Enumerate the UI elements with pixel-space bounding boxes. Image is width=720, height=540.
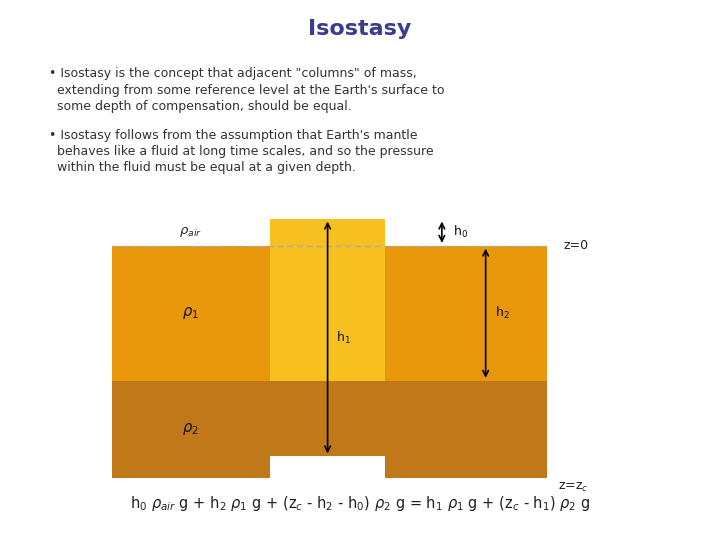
Text: behaves like a fluid at long time scales, and so the pressure: behaves like a fluid at long time scales… [49, 145, 433, 158]
Text: extending from some reference level at the Earth's surface to: extending from some reference level at t… [49, 84, 444, 97]
Text: $\rho_2$: $\rho_2$ [182, 421, 199, 437]
Text: some depth of compensation, should be equal.: some depth of compensation, should be eq… [49, 100, 351, 113]
Text: h$_0$ $\rho_{air}$ g + h$_2$ $\rho_1$ g + (z$_c$ - h$_2$ - h$_0$) $\rho_2$ g = h: h$_0$ $\rho_{air}$ g + h$_2$ $\rho_1$ g … [130, 494, 590, 513]
Text: h$_0$: h$_0$ [453, 224, 468, 240]
Text: z=0: z=0 [563, 239, 588, 252]
Text: h$_1$: h$_1$ [336, 329, 351, 346]
Bar [270, 381, 385, 456]
Bar [112, 246, 270, 381]
Text: • Isostasy is the concept that adjacent "columns" of mass,: • Isostasy is the concept that adjacent … [49, 68, 417, 80]
Bar [112, 381, 270, 478]
Text: $\rho_{air}$: $\rho_{air}$ [179, 225, 202, 239]
Text: Isostasy: Isostasy [308, 19, 412, 39]
Bar [270, 219, 385, 381]
Text: within the fluid must be equal at a given depth.: within the fluid must be equal at a give… [49, 161, 356, 174]
Bar [385, 381, 547, 478]
Text: • Isostasy follows from the assumption that Earth's mantle: • Isostasy follows from the assumption t… [49, 129, 418, 141]
Text: h$_2$: h$_2$ [495, 305, 510, 321]
Text: z=z$_c$: z=z$_c$ [558, 481, 588, 494]
Bar [385, 246, 547, 381]
Text: $\rho_1$: $\rho_1$ [182, 305, 199, 321]
